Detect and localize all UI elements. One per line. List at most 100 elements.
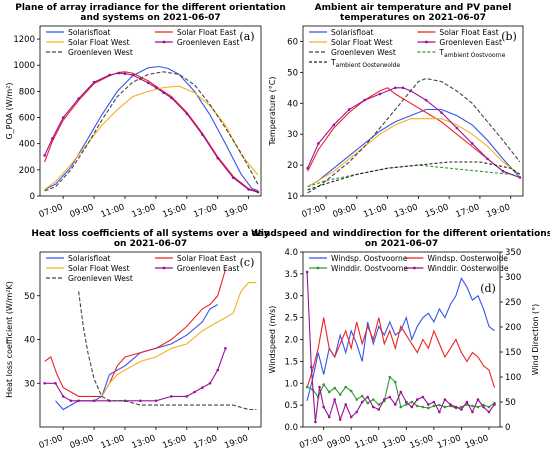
series-point <box>322 405 325 409</box>
series-point <box>200 386 204 389</box>
series-point <box>443 405 447 409</box>
chart-panel-a: Plane of array irradiance for the differ… <box>5 3 286 220</box>
legend-label: Solar Float West <box>68 264 130 273</box>
y-right-tick-label: 50 <box>505 398 516 408</box>
series-point <box>349 389 353 393</box>
series-point <box>424 98 428 102</box>
legend-label: Solarisfloat <box>68 28 111 37</box>
series-point <box>332 123 336 127</box>
panel-label: (a) <box>239 30 254 43</box>
y-tick-label: 30 <box>287 130 298 140</box>
series-line-solarisfloat <box>55 304 218 411</box>
series-line-solar-float-west <box>307 118 521 188</box>
legend-label-part: ambient Oostvoorne <box>444 52 506 59</box>
x-tick-label: 13:00 <box>130 433 156 451</box>
series-point <box>360 394 364 398</box>
series-line-solar-float-east <box>307 87 521 179</box>
y-tick-label: 1200 <box>13 35 35 45</box>
legend-label: Groenleven East <box>177 264 240 273</box>
series-point <box>460 408 463 411</box>
y-right-tick-label: 200 <box>505 323 521 333</box>
x-tick-label: 17:00 <box>192 433 218 451</box>
y-tick-label: 0 <box>30 192 35 202</box>
legend-label: Groenleven West <box>68 274 133 283</box>
series-point <box>216 156 220 160</box>
x-tick-label: 07:00 <box>301 202 327 220</box>
series-line-t-ambient-oosterwolde <box>307 161 521 191</box>
series-point <box>193 390 196 394</box>
y-tick-label: 800 <box>19 87 35 97</box>
legend-label-part: T <box>330 58 336 67</box>
series-point <box>162 91 165 94</box>
series-point <box>256 190 260 194</box>
series-point <box>231 176 235 179</box>
x-tick-label: 11:00 <box>353 433 379 451</box>
x-tick-label: 13:00 <box>381 433 407 451</box>
series-point <box>371 398 375 401</box>
y-right-tick-label: 0 <box>505 423 510 433</box>
chart-title-line: Heat loss coefficients of all systems ov… <box>31 229 269 239</box>
series-point <box>443 398 447 401</box>
y-axis-label: Temperature (°C) <box>268 76 277 146</box>
series-point <box>360 400 364 404</box>
legend-label: Groenleven West <box>331 48 396 57</box>
series-point <box>123 72 127 76</box>
x-tick-label: 15:00 <box>161 433 187 451</box>
y-right-tick-label: 350 <box>505 248 521 258</box>
series-point <box>355 410 359 414</box>
series-point <box>371 405 375 409</box>
x-tick-label: 15:00 <box>424 202 450 220</box>
series-point <box>382 398 386 401</box>
series-point <box>247 188 250 191</box>
series-point <box>493 403 496 406</box>
y-tick-label: 30 <box>24 379 35 389</box>
series-point <box>43 381 46 385</box>
series-line-solar-float-east <box>44 71 259 192</box>
y-tick-label: 50 <box>24 292 35 302</box>
y-tick-label: 200 <box>19 166 35 176</box>
x-tick-label: 19:00 <box>223 433 249 451</box>
y-tick-label: 400 <box>19 140 35 150</box>
series-point <box>432 404 436 408</box>
legend-label: Groenleven West <box>68 48 133 57</box>
series-point <box>305 270 309 274</box>
legend-label: Solar Float West <box>68 38 130 47</box>
x-tick-label: 17:00 <box>436 433 462 451</box>
series-line-groenleven-west <box>307 77 521 194</box>
panel-label: (b) <box>501 30 517 43</box>
series-point <box>427 406 430 410</box>
series-line-groenleven-east <box>44 72 259 193</box>
y-right-axis-label: Wind Direction (°) <box>531 304 540 376</box>
series-point <box>154 86 158 89</box>
series-point <box>347 108 351 111</box>
y-tick-label: 2.5 <box>284 314 298 324</box>
y-tick-label: 1.5 <box>284 357 298 367</box>
series-point <box>476 405 480 409</box>
panel-label: (c) <box>240 256 255 269</box>
series-point <box>486 157 489 161</box>
y-axis-label: G_POA (W/m²) <box>5 82 14 139</box>
x-tick-label: 15:00 <box>408 433 434 451</box>
series-point <box>333 398 336 401</box>
series-point <box>355 398 359 401</box>
legend-label: Windsp. Oosterwolde <box>427 254 508 263</box>
x-tick-label: 17:00 <box>455 202 481 220</box>
series-point <box>224 346 227 350</box>
series-point <box>185 395 189 398</box>
x-tick-label: 13:00 <box>130 202 156 220</box>
series-point <box>427 403 430 406</box>
series-point <box>349 415 353 419</box>
y-tick-label: 50 <box>287 68 298 78</box>
series-point <box>405 403 408 406</box>
series-point <box>51 137 54 140</box>
legend-label: Winddir. Oosterwolde <box>427 264 508 273</box>
series-point <box>61 116 65 119</box>
series-line-solarisfloat <box>44 65 259 192</box>
y-tick-label: 40 <box>287 99 298 109</box>
legend-label-part: T <box>438 48 444 57</box>
chart-title-line: on 2021-06-07 <box>114 239 187 249</box>
series-point <box>366 401 370 405</box>
y-right-tick-label: 300 <box>505 273 521 283</box>
series-point <box>344 403 348 406</box>
series-line-groenleven-east <box>307 87 521 179</box>
